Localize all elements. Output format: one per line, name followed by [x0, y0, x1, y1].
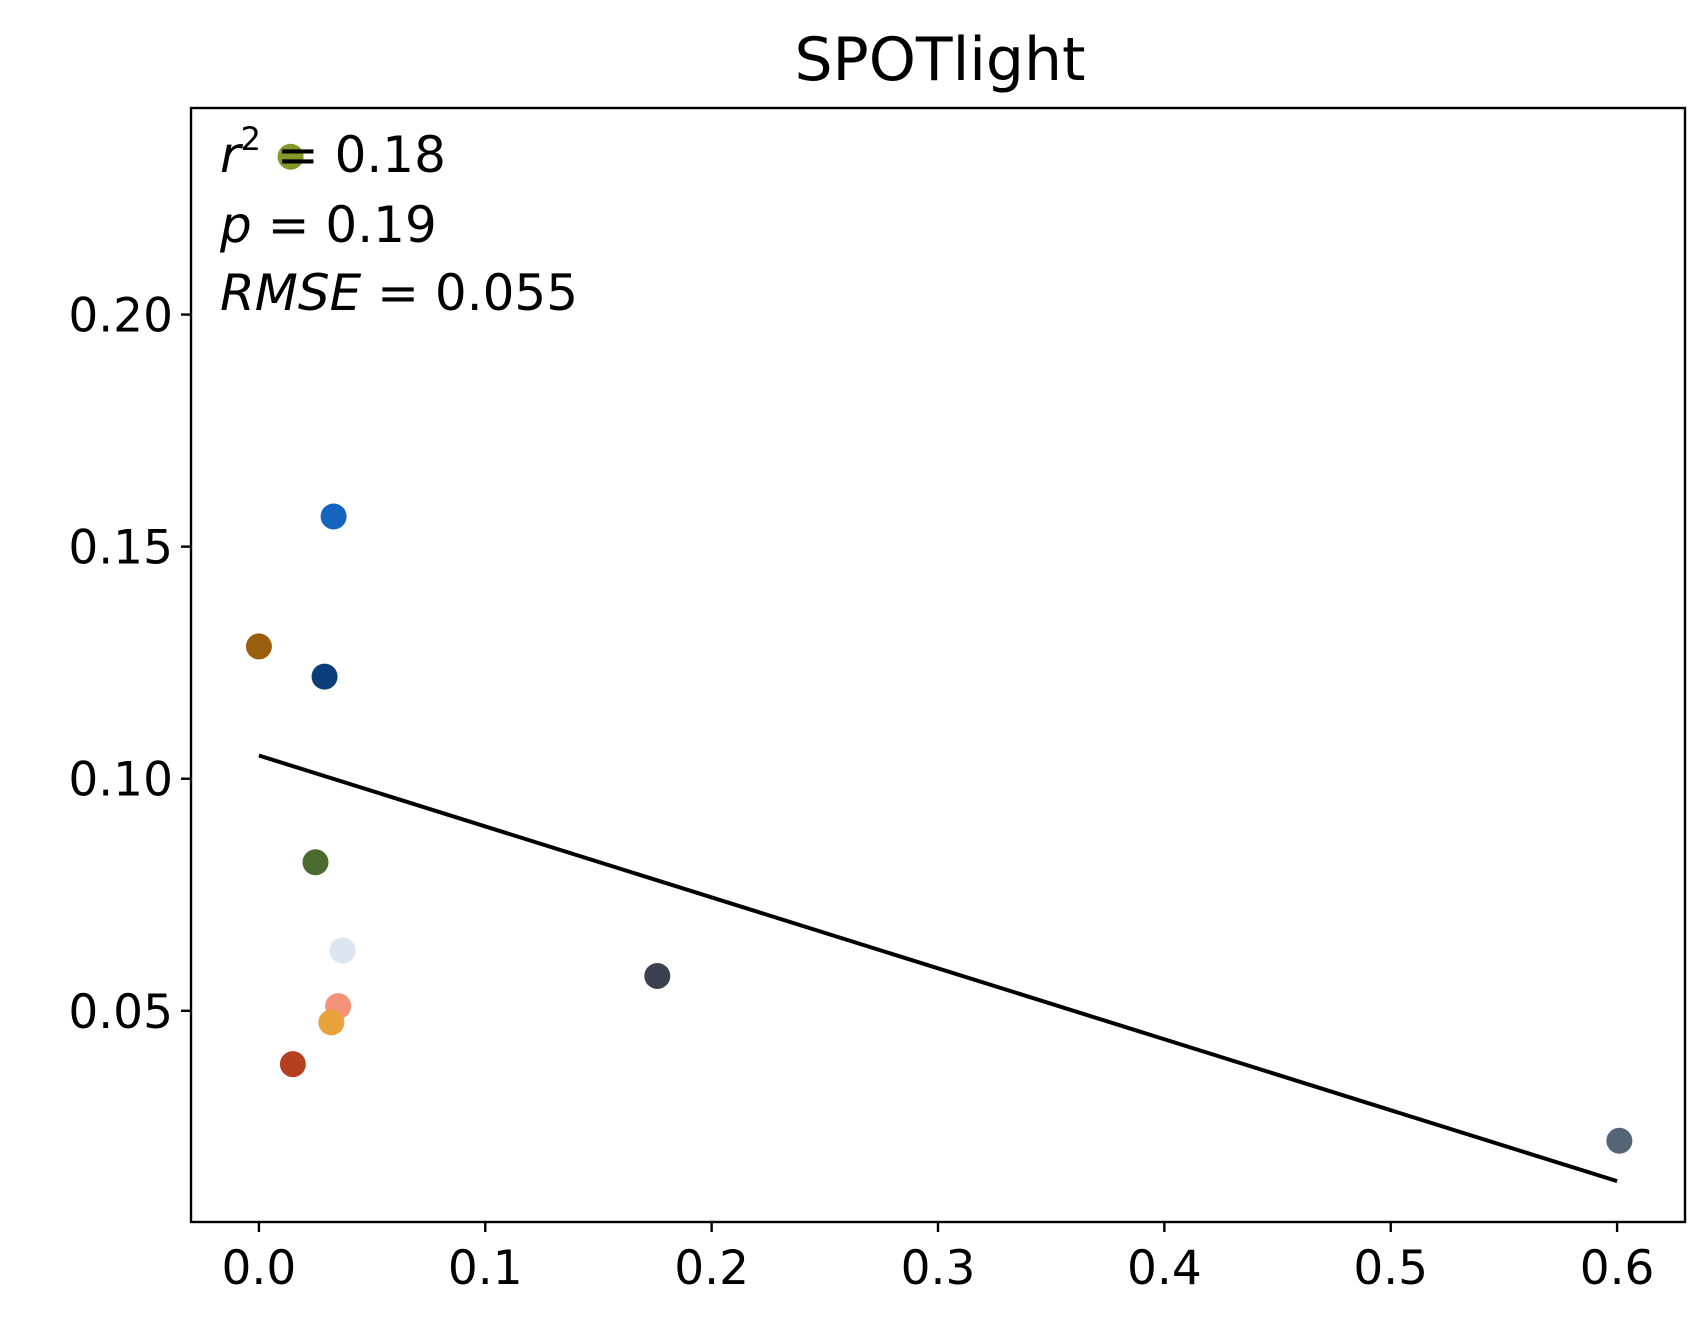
x-tick-label: 0.1	[448, 1241, 523, 1296]
regression-line	[258, 753, 1618, 1184]
y-tick-label: 0.20	[68, 289, 173, 344]
r-squared-exponent: 2	[241, 120, 261, 158]
data-point-3	[245, 633, 272, 660]
fit-line-layer	[258, 753, 1618, 1184]
x-tick-label: 0.6	[1580, 1241, 1655, 1296]
data-point-2	[320, 503, 347, 530]
y-axis: 0.05 0.10 0.15 0.20	[68, 289, 191, 1040]
data-point-6	[329, 937, 356, 964]
x-axis: 0.0 0.1 0.2 0.3 0.4 0.5 0.6	[222, 1222, 1655, 1296]
points-layer	[245, 143, 1633, 1154]
rmse-annotation: RMSE = 0.055	[220, 264, 578, 322]
y-tick-label: 0.15	[68, 521, 173, 576]
data-point-7	[644, 962, 671, 989]
rmse-value: = 0.055	[361, 264, 578, 322]
x-tick-label: 0.2	[674, 1241, 749, 1296]
chart-title: SPOTlight	[794, 25, 1085, 95]
x-tick-label: 0.0	[222, 1241, 297, 1296]
data-point-4	[311, 663, 338, 690]
data-point-1	[277, 143, 304, 170]
stats-annotation: r2 = 0.18 p = 0.19 RMSE = 0.055	[219, 120, 578, 322]
r-squared-symbol: r	[220, 126, 244, 184]
data-point-10	[279, 1051, 306, 1078]
p-value-annotation: p = 0.19	[219, 196, 437, 254]
r-squared-value: = 0.18	[261, 126, 446, 184]
data-point-5	[302, 849, 329, 876]
y-tick-label: 0.10	[68, 753, 173, 808]
p-value: = 0.19	[252, 196, 437, 254]
y-tick-label: 0.05	[68, 985, 173, 1040]
r-squared-annotation: r2 = 0.18	[220, 120, 446, 184]
data-point-11	[1606, 1127, 1633, 1154]
x-tick-label: 0.3	[901, 1241, 976, 1296]
x-tick-label: 0.4	[1127, 1241, 1202, 1296]
data-point-9	[318, 1009, 345, 1036]
x-tick-label: 0.5	[1353, 1241, 1428, 1296]
rmse-symbol: RMSE	[220, 264, 362, 322]
p-symbol: p	[219, 196, 252, 254]
